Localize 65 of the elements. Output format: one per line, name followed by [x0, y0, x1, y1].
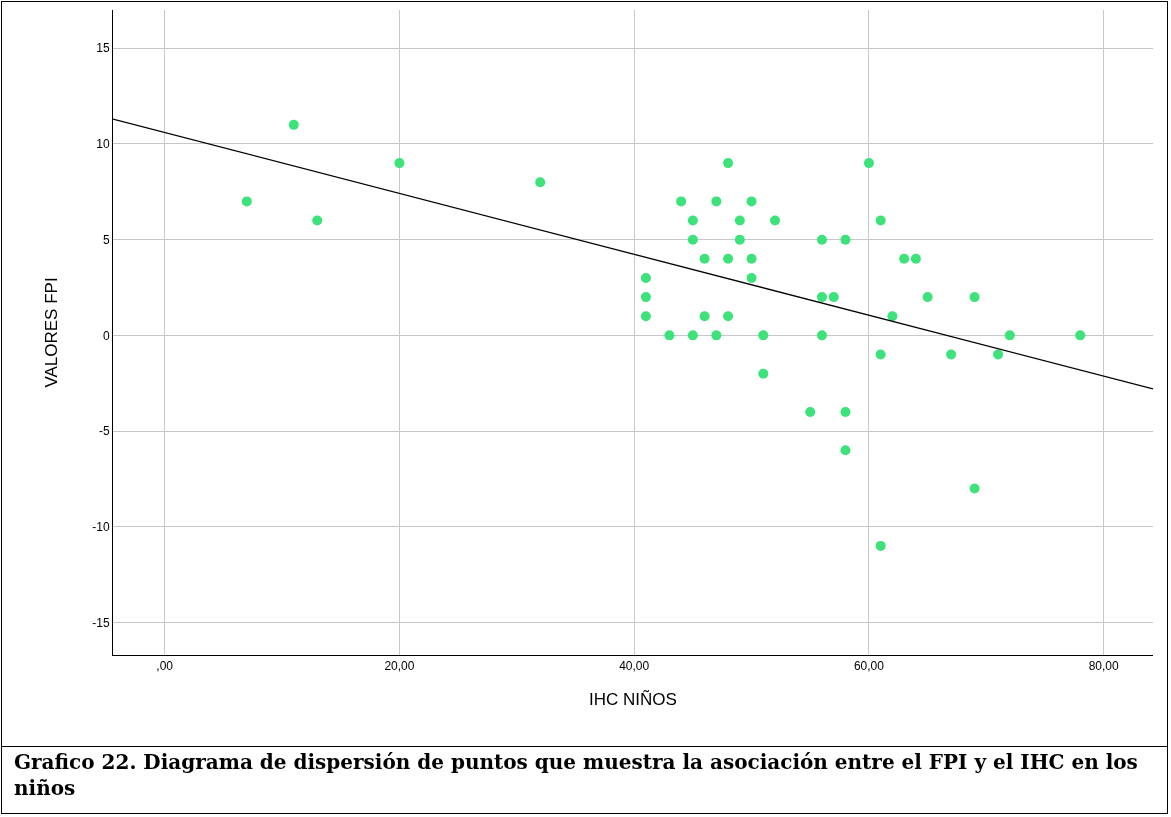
y-tick-label: 10 — [96, 137, 110, 152]
point — [746, 272, 757, 283]
y-tick-label: 15 — [96, 41, 110, 56]
point — [805, 406, 816, 417]
point — [816, 292, 827, 303]
x-tick-label: 60,00 — [853, 659, 885, 674]
y-tick-label: -15 — [92, 615, 110, 630]
y-tick-label: -5 — [98, 424, 110, 439]
point — [828, 292, 839, 303]
point — [723, 253, 734, 264]
point — [875, 215, 886, 226]
point — [288, 119, 299, 130]
point — [969, 292, 980, 303]
point — [863, 158, 874, 169]
point — [711, 196, 722, 207]
point — [969, 483, 980, 494]
x-tick-label: 20,00 — [384, 659, 415, 674]
point — [664, 330, 675, 341]
point — [840, 234, 851, 245]
point — [687, 234, 698, 245]
point — [676, 196, 687, 207]
point — [687, 330, 698, 341]
y-tick-label: -10 — [92, 519, 110, 534]
point — [312, 215, 323, 226]
point — [734, 215, 745, 226]
x-tick-label: 80,00 — [1088, 659, 1120, 674]
point — [946, 349, 957, 360]
point — [887, 311, 898, 322]
point — [1075, 330, 1086, 341]
y-axis-title: VALORES FPI — [41, 277, 61, 388]
point — [723, 311, 734, 322]
point — [711, 330, 722, 341]
point — [699, 253, 710, 264]
point — [910, 253, 921, 264]
point — [758, 330, 769, 341]
point — [816, 330, 827, 341]
point — [640, 272, 651, 283]
x-axis-title: IHC NIÑOS — [589, 689, 677, 709]
point — [746, 253, 757, 264]
point — [875, 540, 886, 551]
text: Grafico 22. Diagrama de dispersión de puntos que muestra la asociación entre el FPI y el IHC en los niños — [14, 749, 1139, 801]
point — [875, 349, 886, 360]
point — [746, 196, 757, 207]
point — [816, 234, 827, 245]
point — [993, 349, 1004, 360]
point — [723, 158, 734, 169]
point — [640, 311, 651, 322]
point — [394, 158, 405, 169]
point — [535, 177, 546, 188]
point — [734, 234, 745, 245]
point — [758, 368, 769, 379]
y-tick-label: 0 — [102, 328, 110, 343]
point — [1004, 330, 1015, 341]
point — [699, 311, 710, 322]
point — [840, 406, 851, 417]
point — [922, 292, 933, 303]
point — [840, 445, 851, 456]
x-tick-label: ,00 — [156, 659, 174, 674]
point — [241, 196, 252, 207]
point — [640, 292, 651, 303]
point — [899, 253, 910, 264]
x-tick-label: 40,00 — [619, 659, 650, 674]
point — [770, 215, 781, 226]
point — [687, 215, 698, 226]
y-tick-label: 5 — [102, 232, 110, 247]
